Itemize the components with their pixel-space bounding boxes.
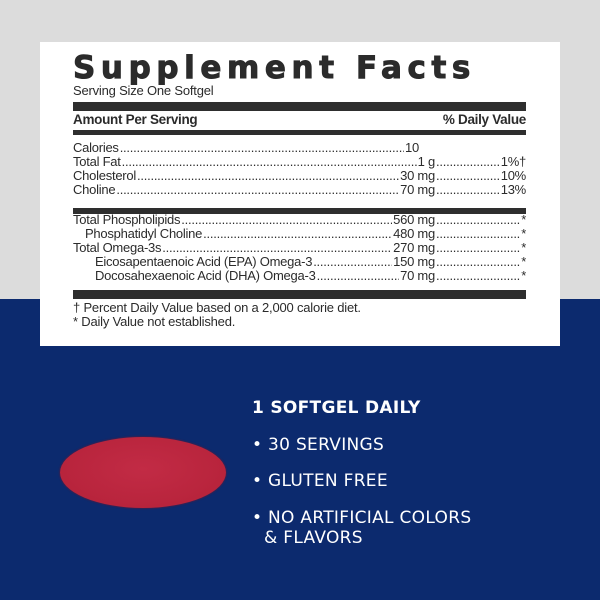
nutrient-row: Total Fat 1 g 1%† <box>73 155 526 169</box>
nutrient-row: Total Omega-3s 270 mg * <box>73 241 526 255</box>
nutrient-dv: * <box>521 255 526 269</box>
nutrient-name: Calories <box>73 141 119 155</box>
nutrient-row: Choline 70 mg 13% <box>73 183 526 197</box>
nutrient-amount: 1 g <box>417 155 435 169</box>
nutrient-group-1: Calories 10 Total Fat 1 g 1%† Cholesterol 30… <box>73 141 526 197</box>
nutrient-amount: 150 mg <box>393 255 435 269</box>
nutrient-dv: 1%† <box>500 155 526 169</box>
nutrient-name: Total Fat <box>73 155 121 169</box>
nutrient-amount: 270 mg <box>393 241 435 255</box>
label-title: Supplement Facts <box>73 50 476 87</box>
nutrient-dv: * <box>521 269 526 283</box>
nutrient-row: Docosahexaenoic Acid (DHA) Omega-3 70 mg * <box>73 269 526 283</box>
divider-bar <box>73 208 526 214</box>
nutrient-amount: 30 mg <box>400 169 435 183</box>
column-header: Amount Per Serving % Daily Value <box>73 112 526 127</box>
amount-header: Amount Per Serving <box>73 112 198 127</box>
nutrient-row: Total Phospholipids 560 mg * <box>73 213 526 227</box>
nutrient-row: Calories 10 <box>73 141 526 155</box>
serving-size: Serving Size One Softgel <box>73 83 214 98</box>
nutrient-amount: 10 <box>405 141 419 155</box>
divider-bar <box>73 130 526 135</box>
nutrient-name: Docosahexaenoic Acid (DHA) Omega-3 <box>95 269 316 283</box>
feature-headline: 1 SOFTGEL DAILY <box>252 398 421 418</box>
nutrient-dv: * <box>521 241 526 255</box>
supplement-facts-label: Supplement Facts Serving Size One Softge… <box>40 42 560 346</box>
nutrient-row: Phosphatidyl Choline 480 mg * <box>73 227 526 241</box>
feature-item: • GLUTEN FREE <box>252 471 388 491</box>
nutrient-name: Choline <box>73 183 116 197</box>
nutrient-group-2: Total Phospholipids 560 mg * Phosphatidyl … <box>73 213 526 283</box>
feature-item: • 30 SERVINGS <box>252 435 385 455</box>
nutrient-amount: 560 mg <box>393 213 435 227</box>
nutrient-name: Phosphatidyl Choline <box>85 227 203 241</box>
feature-item-continued: & FLAVORS <box>264 528 363 548</box>
nutrient-dv: * <box>521 213 526 227</box>
divider-bar <box>73 290 526 299</box>
nutrient-name: Eicosapentaenoic Acid (EPA) Omega-3 <box>95 255 313 269</box>
nutrient-name: Total Phospholipids <box>73 213 181 227</box>
footnote-asterisk: * Daily Value not established. <box>73 314 236 329</box>
nutrient-amount: 70 mg <box>400 183 435 197</box>
nutrient-dv: 10% <box>500 169 526 183</box>
divider-bar <box>73 102 526 111</box>
nutrient-amount: 70 mg <box>400 269 435 283</box>
footnote-dagger: † Percent Daily Value based on a 2,000 c… <box>73 300 361 315</box>
nutrient-name: Total Omega-3s <box>73 241 162 255</box>
nutrient-name: Cholesterol <box>73 169 137 183</box>
nutrient-dv: * <box>521 227 526 241</box>
dv-header: % Daily Value <box>442 112 526 127</box>
nutrient-row: Eicosapentaenoic Acid (EPA) Omega-3 150 m… <box>73 255 526 269</box>
nutrient-row: Cholesterol 30 mg 10% <box>73 169 526 183</box>
softgel-image <box>60 437 226 508</box>
feature-item: • NO ARTIFICIAL COLORS <box>252 508 472 528</box>
nutrient-dv: 13% <box>500 183 526 197</box>
footnotes: † Percent Daily Value based on a 2,000 c… <box>73 301 361 329</box>
nutrient-amount: 480 mg <box>393 227 435 241</box>
